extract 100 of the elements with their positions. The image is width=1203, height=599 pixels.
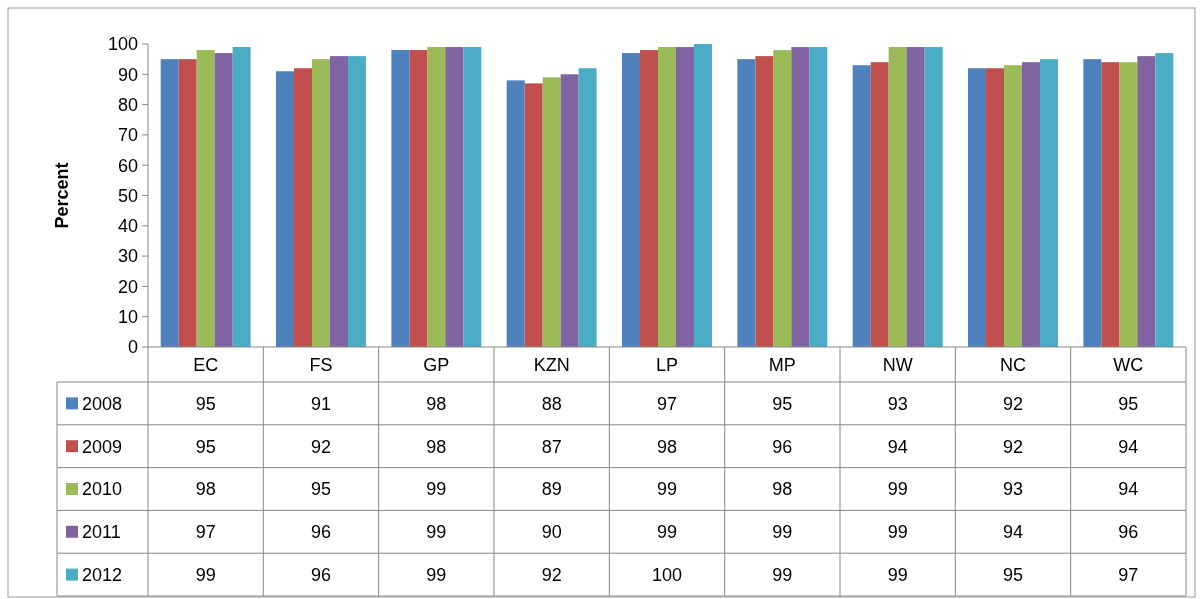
data-label: 99 (887, 564, 908, 585)
bar (196, 50, 215, 347)
data-label: 92 (1002, 436, 1024, 457)
data-label: 99 (887, 522, 908, 543)
data-label: 98 (772, 479, 793, 500)
data-label: 95 (772, 393, 793, 414)
data-label: 96 (310, 564, 332, 585)
bar (391, 50, 410, 347)
data-label: 99 (656, 479, 678, 500)
data-label: 93 (1002, 479, 1024, 500)
data-label: 95 (1002, 564, 1024, 585)
bar (214, 53, 233, 347)
data-label: 96 (310, 522, 332, 543)
bar (409, 50, 428, 347)
x-tick-label: KZN (533, 354, 570, 375)
data-label: 99 (426, 522, 447, 543)
data-label: 99 (772, 522, 793, 543)
y-tick-label: 0 (127, 337, 138, 358)
data-label: 88 (541, 393, 562, 414)
bar (693, 44, 712, 347)
legend-label: 2012 (82, 564, 123, 585)
bar (1022, 62, 1040, 347)
bar (622, 53, 641, 347)
x-tick-label: WC (1113, 354, 1144, 375)
bar (809, 47, 828, 347)
bar (658, 47, 676, 347)
data-label: 99 (426, 479, 447, 500)
data-label: 99 (772, 564, 793, 585)
x-tick-label: GP (423, 354, 450, 375)
bar (773, 50, 792, 347)
x-tick-label: FS (309, 354, 333, 375)
data-label: 95 (310, 479, 332, 500)
bar (160, 59, 179, 347)
bar (276, 71, 295, 347)
bar (640, 50, 658, 347)
x-tick-label: LP (655, 354, 679, 375)
y-tick-label: 80 (117, 94, 138, 115)
legend-label: 2010 (82, 479, 123, 500)
bar (294, 68, 312, 347)
bar (676, 47, 694, 347)
data-label: 96 (772, 436, 793, 457)
bar (852, 65, 871, 347)
data-label: 94 (887, 436, 908, 457)
data-label: 93 (887, 393, 908, 414)
bar (870, 62, 889, 347)
x-tick-label: MP (768, 354, 796, 375)
data-label: 100 (651, 564, 683, 585)
y-tick-label: 90 (117, 64, 138, 85)
bar (888, 47, 907, 347)
bar (1039, 59, 1058, 347)
data-label: 97 (195, 522, 216, 543)
data-label: 98 (426, 436, 447, 457)
bar (1137, 56, 1156, 347)
y-tick-label: 60 (117, 155, 138, 176)
y-tick-label: 20 (117, 276, 138, 297)
data-label: 99 (656, 522, 678, 543)
data-label: 90 (541, 522, 562, 543)
bar (463, 47, 482, 347)
data-label: 98 (195, 479, 216, 500)
bar (791, 47, 810, 347)
bar (427, 47, 446, 347)
bar (1119, 62, 1138, 347)
data-label: 99 (426, 564, 447, 585)
bar (312, 59, 330, 347)
bar (968, 68, 987, 347)
bar (542, 77, 561, 347)
bar (986, 68, 1004, 347)
data-label: 98 (426, 393, 447, 414)
data-label: 92 (310, 436, 332, 457)
x-tick-label: EC (193, 354, 219, 375)
data-label: 96 (1118, 522, 1139, 543)
bar (506, 80, 525, 347)
bar (1101, 62, 1120, 347)
bar (524, 83, 543, 347)
y-tick-label: 100 (107, 34, 138, 55)
y-tick-label: 40 (117, 216, 138, 237)
x-tick-label: NC (1000, 354, 1026, 375)
y-axis-title: Percent (52, 162, 72, 229)
y-tick-label: 30 (117, 246, 138, 267)
data-label: 94 (1118, 479, 1139, 500)
data-label: 99 (195, 564, 216, 585)
bar (924, 47, 943, 347)
y-tick-label: 70 (117, 125, 138, 146)
data-label: 92 (1002, 393, 1024, 414)
y-tick-label: 10 (117, 307, 138, 327)
y-tick-label: 50 (117, 185, 138, 206)
data-label: 92 (541, 564, 562, 585)
data-label: 95 (195, 436, 216, 457)
bar (347, 56, 366, 347)
bar (1083, 59, 1102, 347)
legend-label: 2009 (82, 436, 123, 457)
data-label: 97 (1118, 564, 1139, 585)
data-label: 91 (310, 393, 332, 414)
legend-label: 2011 (82, 522, 121, 543)
data-label: 97 (656, 393, 678, 414)
bar (232, 47, 251, 347)
data-label: 95 (1118, 393, 1139, 414)
data-label: 99 (887, 479, 908, 500)
data-label: 94 (1002, 522, 1024, 543)
bar (445, 47, 464, 347)
